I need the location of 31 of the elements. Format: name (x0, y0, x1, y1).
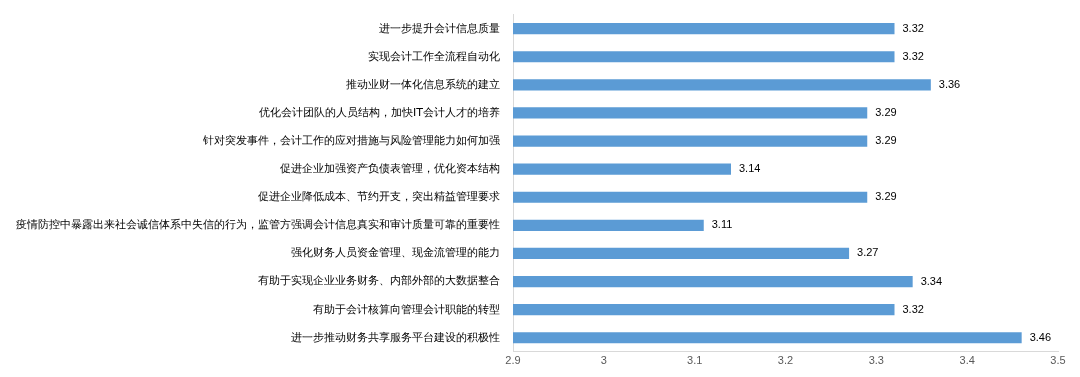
y-tick-label: 针对突发事件，会计工作的应对措施与风险管理能力如何加强 (202, 133, 500, 147)
data-label: 3.32 (902, 21, 924, 34)
x-tick-label: 3.2 (777, 354, 794, 367)
y-tick-label: 推动业财一体化信息系统的建立 (346, 77, 500, 91)
data-label: 3.46 (1029, 330, 1052, 343)
data-label: 3.11 (711, 218, 733, 231)
y-tick-label: 进一步提升会计信息质量 (379, 21, 500, 35)
y-tick-label: 优化会计团队的人员结构，加快IT会计人才的培养 (259, 105, 500, 119)
data-label: 3.27 (857, 246, 879, 259)
x-tick-label: 3.3 (868, 354, 884, 367)
data-label: 3.32 (902, 302, 924, 315)
y-tick-label: 实现会计工作全流程自动化 (368, 49, 500, 63)
data-label: 3.36 (938, 77, 961, 90)
y-tick-label: 进一步推动财务共享服务平台建设的积极性 (291, 330, 500, 344)
x-tick-label: 3.1 (687, 354, 703, 367)
data-label: 3.29 (875, 105, 897, 118)
y-tick-label: 疫情防控中暴露出来社会诚信体系中失信的行为，监管方强调会计信息真实和审计质量可靠的重要性 (16, 218, 500, 232)
x-tick-label: 2.9 (505, 354, 521, 367)
y-tick-label: 促进企业降低成本、节约开支，突出精益管理要求 (258, 190, 500, 204)
y-tick-label: 促进企业加强资产负债表管理，优化资本结构 (280, 162, 500, 176)
x-tick-label: 3.4 (959, 354, 975, 367)
data-label: 3.29 (875, 134, 897, 147)
y-tick-label: 有助于实现企业业务财务、内部外部的大数据整合 (258, 274, 500, 288)
y-tick-label: 有助于会计核算向管理会计职能的转型 (313, 302, 500, 316)
x-tick-label: 3.5 (1050, 354, 1066, 367)
data-label: 3.34 (920, 274, 943, 287)
y-tick-label: 强化财务人员资金管理、现金流管理的能力 (291, 246, 500, 260)
data-label: 3.29 (875, 190, 897, 203)
x-tick-label: 3 (600, 354, 607, 367)
data-label: 3.32 (902, 49, 924, 62)
data-label: 3.14 (739, 162, 761, 175)
